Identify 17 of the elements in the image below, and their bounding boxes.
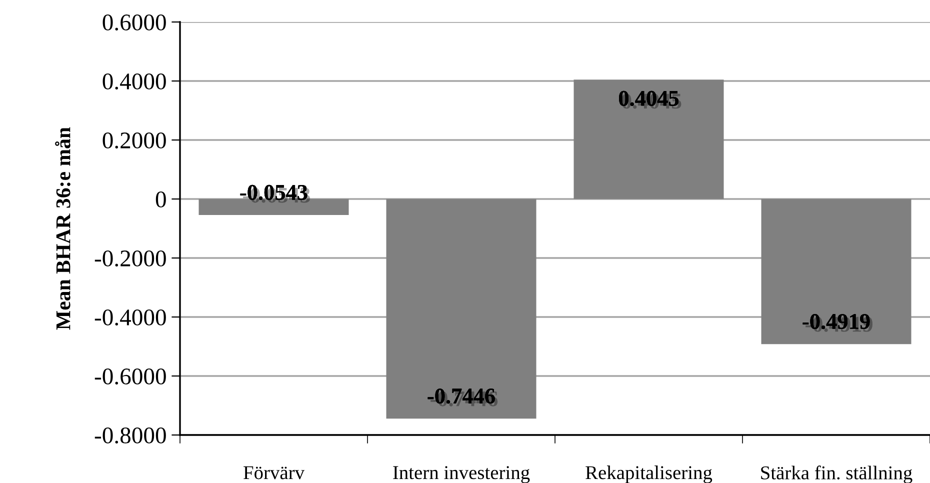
y-tick-label: -0.2000 <box>94 250 166 267</box>
x-tick-label: Rekapitalisering <box>586 466 712 483</box>
y-axis-title: Mean BHAR 36:e mån <box>55 127 70 330</box>
data-label: -0.4919 <box>802 314 872 332</box>
y-tick-label: -0.4000 <box>94 309 166 326</box>
x-tick-label: Förvärv <box>244 466 305 480</box>
y-tick-label: 0.6000 <box>102 14 166 31</box>
y-tick-label: 0.2000 <box>102 132 166 149</box>
data-label: -0.0543 <box>240 184 310 203</box>
x-tick-label: Stärka fin. ställning <box>761 466 912 483</box>
data-label: 0.4045 <box>619 90 682 109</box>
y-tick-label: -0.8000 <box>94 427 166 444</box>
data-label: -0.7446 <box>428 388 498 406</box>
y-tick-label: 0 <box>156 191 166 208</box>
x-tick-label: Intern investering <box>393 466 530 483</box>
y-tick-label: 0.4000 <box>102 73 166 90</box>
y-tick-label: -0.6000 <box>94 368 166 385</box>
